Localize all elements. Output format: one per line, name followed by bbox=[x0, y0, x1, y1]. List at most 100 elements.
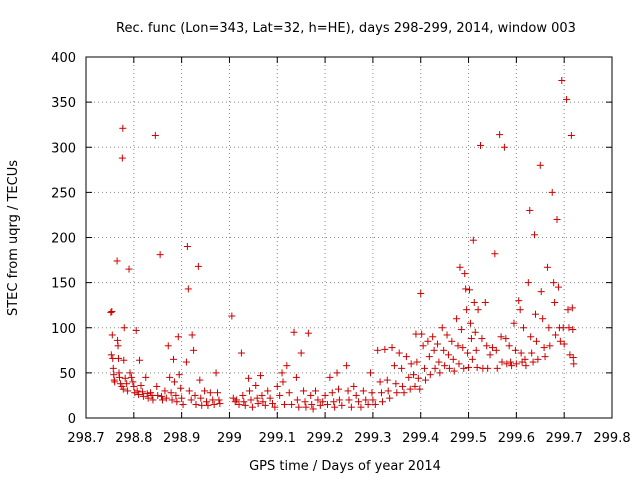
data-point bbox=[300, 387, 308, 395]
data-point bbox=[130, 382, 138, 390]
data-point bbox=[368, 389, 376, 397]
data-point bbox=[541, 353, 549, 361]
data-point bbox=[564, 306, 572, 314]
data-point bbox=[136, 356, 144, 364]
data-point bbox=[235, 400, 243, 408]
data-point bbox=[433, 340, 441, 348]
data-point bbox=[539, 315, 547, 323]
data-point bbox=[376, 378, 384, 386]
data-point bbox=[132, 326, 140, 334]
data-point bbox=[170, 355, 178, 363]
chart-title: Rec. func (Lon=343, Lat=32, h=HE), days … bbox=[116, 21, 576, 36]
data-point bbox=[422, 376, 430, 384]
data-point bbox=[450, 367, 458, 375]
data-point bbox=[297, 349, 305, 357]
data-point bbox=[435, 358, 443, 366]
data-point bbox=[364, 400, 372, 408]
x-tick-label: 298.7 bbox=[67, 431, 104, 446]
data-point bbox=[314, 396, 322, 404]
data-point bbox=[429, 333, 437, 341]
data-point bbox=[334, 385, 342, 393]
data-point bbox=[465, 363, 473, 371]
data-point bbox=[167, 389, 175, 397]
data-point bbox=[214, 389, 221, 397]
data-point bbox=[307, 391, 315, 399]
data-point bbox=[400, 389, 408, 397]
data-point bbox=[215, 396, 223, 404]
data-point bbox=[172, 391, 180, 399]
data-point bbox=[233, 396, 241, 404]
data-point bbox=[471, 328, 479, 336]
data-point bbox=[521, 355, 529, 363]
data-point bbox=[378, 398, 386, 406]
data-point bbox=[174, 333, 182, 341]
data-point bbox=[203, 398, 211, 406]
data-point bbox=[515, 297, 523, 305]
data-point bbox=[108, 308, 116, 316]
data-point bbox=[129, 378, 137, 386]
data-point bbox=[164, 342, 172, 350]
data-point bbox=[426, 371, 434, 379]
data-point bbox=[359, 387, 367, 395]
data-point bbox=[378, 389, 386, 397]
data-point bbox=[383, 376, 391, 384]
data-point bbox=[328, 389, 336, 397]
data-point bbox=[107, 308, 115, 316]
data-point bbox=[293, 396, 301, 404]
data-point bbox=[510, 319, 518, 327]
data-point bbox=[240, 398, 248, 406]
data-point bbox=[190, 346, 198, 354]
data-point bbox=[185, 387, 193, 395]
data-point bbox=[138, 388, 146, 396]
data-point bbox=[229, 394, 237, 402]
data-point bbox=[253, 394, 261, 402]
data-point bbox=[466, 319, 474, 327]
data-point bbox=[151, 132, 159, 140]
data-point bbox=[135, 391, 143, 399]
y-axis-label: STEC from uqrg / TECUs bbox=[6, 160, 21, 316]
data-point bbox=[570, 360, 578, 368]
data-point bbox=[552, 331, 560, 339]
data-point bbox=[527, 333, 535, 341]
data-point bbox=[410, 371, 418, 379]
data-point bbox=[319, 398, 327, 406]
data-point bbox=[120, 324, 128, 332]
data-point bbox=[188, 331, 196, 339]
data-point bbox=[350, 382, 358, 390]
data-point bbox=[264, 387, 272, 395]
data-point bbox=[154, 391, 162, 399]
data-point bbox=[335, 396, 343, 404]
y-tick-label: 50 bbox=[59, 367, 76, 382]
data-point bbox=[567, 132, 575, 140]
data-point bbox=[304, 329, 312, 337]
data-point bbox=[283, 362, 291, 370]
data-point bbox=[405, 373, 413, 381]
data-point bbox=[162, 394, 170, 402]
data-point bbox=[481, 298, 489, 306]
data-point bbox=[196, 376, 204, 384]
data-point bbox=[517, 349, 525, 357]
data-point bbox=[279, 378, 287, 386]
data-point bbox=[371, 400, 379, 408]
data-point bbox=[402, 353, 410, 361]
y-tick-label: 250 bbox=[51, 186, 76, 201]
data-point bbox=[438, 324, 446, 332]
data-point bbox=[344, 387, 352, 395]
data-point bbox=[288, 400, 296, 408]
data-point bbox=[247, 396, 255, 404]
x-tick-label: 299.7 bbox=[546, 431, 583, 446]
data-point bbox=[531, 231, 539, 239]
data-point bbox=[545, 324, 553, 332]
data-points bbox=[107, 76, 578, 413]
data-point bbox=[369, 396, 377, 404]
data-point bbox=[425, 353, 433, 361]
x-tick-label: 299 bbox=[217, 431, 242, 446]
data-point bbox=[472, 346, 480, 354]
data-point bbox=[522, 362, 530, 370]
data-point bbox=[323, 400, 331, 408]
data-point bbox=[173, 398, 181, 406]
data-point bbox=[498, 358, 506, 366]
data-point bbox=[198, 401, 206, 409]
data-point bbox=[290, 328, 298, 336]
data-point bbox=[161, 387, 169, 395]
